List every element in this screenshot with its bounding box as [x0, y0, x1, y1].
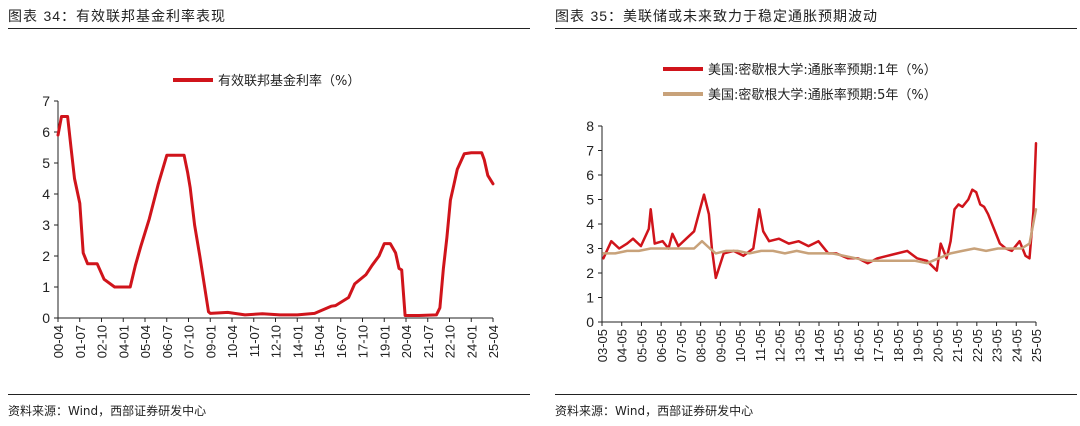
left-y-tick-label: 4 [42, 186, 50, 202]
right-title-number: 35： [590, 8, 624, 24]
right-panel-title: 图表 35：美联储或未来致力于稳定通胀预期波动 [555, 6, 878, 26]
left-x-tick-label: 19-01 [377, 325, 392, 358]
right-y-tick-label: 5 [586, 192, 594, 208]
right-x-tick-label: 24-05 [1009, 329, 1024, 362]
left-x-tick-label: 07-10 [182, 325, 197, 358]
left-chart: 有效联邦基金利率（%） 0 1 2 3 4 5 6 7 00-04 01-07 02-10 04-01 0… [42, 73, 501, 358]
right-x-tick-label: 10-05 [733, 329, 748, 362]
right-y-tick-label: 2 [586, 265, 594, 281]
right-x-tick-label: 21-05 [950, 329, 965, 362]
right-y-tick-label: 8 [586, 118, 594, 134]
right-x-tick-label: 15-05 [832, 329, 847, 362]
right-x-tick-label: 07-05 [674, 329, 689, 362]
right-x-tick-label: 08-05 [694, 329, 709, 362]
right-x-tick-label: 23-05 [990, 329, 1005, 362]
right-x-tick-label: 25-05 [1029, 329, 1044, 362]
right-x-tick-label: 16-05 [851, 329, 866, 362]
left-x-tick-label: 21-07 [421, 325, 436, 358]
left-y-tick-label: 6 [42, 124, 50, 140]
right-x-tick-label: 22-05 [970, 329, 985, 362]
left-x-tick-label: 12-10 [269, 325, 284, 358]
right-title-text: 美联储或未来致力于稳定通胀预期波动 [623, 9, 879, 25]
right-y-tick-label: 4 [586, 216, 594, 232]
left-bottom-rule [8, 394, 530, 395]
left-x-tick-label: 17-10 [356, 325, 371, 358]
left-legend-label-1: 有效联邦基金利率（%） [218, 73, 360, 89]
right-y-tick-label: 1 [586, 290, 594, 306]
left-panel-title: 图表 34：有效联邦基金利率表现 [8, 6, 226, 26]
right-x-tick-label: 18-05 [891, 329, 906, 362]
right-series-line-1 [602, 141, 1038, 280]
left-x-tick-label: 06-07 [160, 325, 175, 358]
left-x-tick-label: 11-07 [247, 325, 262, 357]
right-y-tick-label: 0 [586, 314, 594, 330]
right-y-tick-label: 7 [586, 143, 594, 159]
left-title-number: 34： [43, 8, 77, 24]
left-series-line-1 [56, 115, 495, 317]
right-x-tick-label: 06-05 [654, 329, 669, 362]
left-y-tick-label: 2 [42, 248, 50, 264]
right-series-line-2 [602, 208, 1038, 265]
left-y-tick-label: 7 [42, 93, 50, 109]
right-source-note: 资料来源：Wind，西部证券研发中心 [555, 404, 754, 418]
right-x-tick-label: 17-05 [871, 329, 886, 362]
left-x-tick-label: 01-07 [73, 325, 88, 358]
left-y-tick-label: 3 [42, 217, 50, 233]
right-title-prefix: 图表 [555, 9, 585, 25]
right-panel: 图表 35：美联储或未来致力于稳定通胀预期波动 美国:密歇根大学:通胀率预期:1… [555, 0, 1077, 426]
left-x-tick-label: 02-10 [95, 325, 110, 358]
right-x-tick-label: 03-05 [595, 329, 610, 362]
left-x-tick-label: 10-04 [225, 325, 240, 358]
left-x-tick-label: 24-01 [464, 325, 479, 358]
left-x-tick-label: 04-01 [116, 325, 131, 358]
right-y-tick-label: 6 [586, 167, 594, 183]
left-x-tick-label: 15-04 [312, 325, 327, 358]
left-title-prefix: 图表 [8, 9, 38, 25]
left-x-tick-label: 09-01 [203, 325, 218, 358]
right-chart: 美国:密歇根大学:通胀率预期:1年（%） 美国:密歇根大学:通胀率预期:5年（%）… [586, 62, 1044, 362]
right-legend-label-2: 美国:密歇根大学:通胀率预期:5年（%） [708, 87, 937, 103]
left-x-tick-label: 20-04 [399, 325, 414, 358]
right-x-tick-label: 09-05 [713, 329, 728, 362]
left-top-rule [8, 28, 530, 29]
right-y-tick-label: 3 [586, 241, 594, 257]
left-y-tick-label: 0 [42, 310, 50, 326]
right-x-tick-label: 05-05 [634, 329, 649, 362]
left-x-tick-label: 25-04 [486, 325, 501, 358]
left-y-tick-label: 1 [42, 279, 50, 295]
left-x-tick-label: 05-04 [138, 325, 153, 358]
left-x-tick-label: 00-04 [51, 325, 66, 358]
left-x-tick-label: 16-07 [334, 325, 349, 358]
right-x-tick-label: 04-05 [615, 329, 630, 362]
left-panel: 图表 34：有效联邦基金利率表现 有效联邦基金利率（%） 0 1 2 3 4 5 6 7 00-0… [8, 0, 530, 426]
right-x-tick-label: 14-05 [812, 329, 827, 362]
right-top-rule [555, 28, 1077, 29]
left-source-note: 资料来源：Wind，西部证券研发中心 [8, 404, 207, 418]
left-x-tick-label: 14-01 [290, 325, 305, 358]
left-x-tick-label: 22-10 [443, 325, 458, 358]
right-x-tick-label: 11-05 [753, 329, 768, 361]
left-title-text: 有效联邦基金利率表现 [76, 9, 227, 25]
right-x-tick-label: 19-05 [911, 329, 926, 362]
right-legend-label-1: 美国:密歇根大学:通胀率预期:1年（%） [708, 62, 937, 78]
left-y-tick-label: 5 [42, 155, 50, 171]
right-x-tick-label: 20-05 [930, 329, 945, 362]
right-bottom-rule [555, 394, 1077, 395]
right-x-tick-label: 13-05 [792, 329, 807, 362]
right-x-tick-label: 12-05 [773, 329, 788, 362]
